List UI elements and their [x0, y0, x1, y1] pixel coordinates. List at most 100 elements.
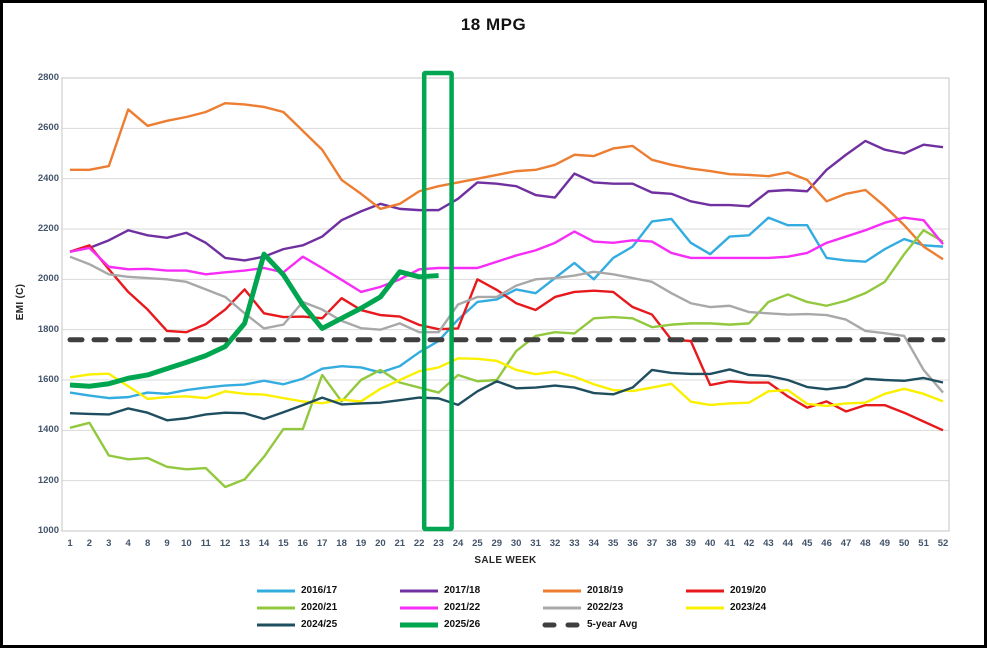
x-tick-label: 1 — [67, 538, 73, 549]
legend-label: 2022/23 — [587, 602, 624, 613]
x-tick-label: 17 — [316, 538, 328, 549]
x-tick-label: 19 — [355, 538, 367, 549]
legend-item-2019-20: 2019/20 — [685, 582, 766, 599]
legend-item-2020-21: 2020/21 — [256, 599, 337, 616]
chart-legend: 2016/17 2017/18 2018/19 2019/20 2020/21 2021/… — [256, 582, 956, 638]
x-tick-label: 13 — [239, 538, 250, 549]
x-tick-label: 18 — [336, 538, 347, 549]
x-tick-label: 50 — [898, 538, 910, 549]
series-line-2022-23 — [69, 255, 944, 394]
legend-item-2023-24: 2023/24 — [685, 599, 766, 616]
x-tick-label: 46 — [821, 538, 832, 549]
legend-swatch-icon — [543, 589, 581, 592]
legend-swatch-icon — [543, 606, 581, 609]
x-tick-label: 42 — [743, 538, 755, 549]
legend-swatch-icon — [257, 589, 295, 592]
x-tick-label: 15 — [278, 538, 289, 549]
legend-item-2025-26: 2025/26 — [399, 616, 480, 633]
x-tick-label: 44 — [782, 538, 794, 549]
x-tick-label: 9 — [164, 538, 170, 549]
x-tick-label: 20 — [375, 538, 386, 549]
x-tick-label: 4 — [125, 538, 131, 549]
x-tick-label: 38 — [666, 538, 677, 549]
legend-label: 2017/18 — [444, 585, 481, 596]
x-tick-label: 36 — [627, 538, 638, 549]
x-tick-label: 34 — [588, 538, 600, 549]
x-tick-label: 49 — [879, 538, 891, 549]
legend-item-2024-25: 2024/25 — [256, 616, 337, 633]
x-tick-label: 12 — [219, 538, 231, 549]
x-tick-label: 16 — [297, 538, 309, 549]
x-tick-label: 33 — [569, 538, 580, 549]
legend-swatch-icon — [542, 622, 582, 627]
legend-swatch-icon — [686, 606, 724, 609]
y-tick-label: 2200 — [37, 223, 59, 234]
x-tick-label: 48 — [860, 538, 871, 549]
legend-swatch-icon — [400, 606, 438, 609]
x-tick-label: 21 — [394, 538, 406, 549]
legend-label: 2021/22 — [444, 602, 481, 613]
legend-item-2016-17: 2016/17 — [256, 582, 337, 599]
x-tick-label: 41 — [724, 538, 735, 549]
y-tick-label: 2000 — [37, 273, 59, 285]
y-tick-label: 1400 — [37, 424, 59, 436]
legend-swatch-icon — [257, 606, 295, 609]
plot-border — [61, 77, 950, 532]
legend-label: 2018/19 — [587, 585, 624, 596]
y-tick-label: 2800 — [37, 72, 59, 83]
legend-swatch-icon — [686, 589, 724, 592]
series-line-2018-19 — [70, 101, 944, 261]
series-line-2021-22 — [69, 216, 944, 294]
legend-item-2017-18: 2017/18 — [399, 582, 480, 599]
x-tick-label: 23 — [433, 538, 444, 549]
y-tick-label: 1000 — [37, 525, 59, 536]
x-tick-label: 3 — [106, 538, 112, 549]
legend-swatch-icon — [400, 589, 438, 592]
legend-item-2018-19: 2018/19 — [542, 582, 623, 599]
legend-item-2022-23: 2022/23 — [542, 599, 623, 616]
series-line-2017-18 — [69, 139, 944, 262]
x-tick-label: 47 — [840, 538, 852, 549]
legend-label: 5-year Avg — [587, 619, 638, 630]
highlight-box — [421, 70, 454, 532]
legend-item-2021-22: 2021/22 — [399, 599, 480, 616]
legend-label: 2023/24 — [730, 602, 767, 613]
x-tick-label: 39 — [685, 538, 697, 549]
legend-label: 2019/20 — [730, 585, 767, 596]
legend-label: 2025/26 — [444, 619, 481, 630]
x-tick-label: 29 — [491, 538, 503, 549]
x-tick-label: 25 — [472, 538, 483, 549]
series-line-2019-20 — [69, 244, 944, 432]
x-tick-label: 24 — [452, 538, 464, 549]
series-line-2023-24 — [69, 357, 944, 408]
series-line-2025-26 — [69, 251, 439, 389]
series-line-2024-25 — [69, 368, 944, 422]
x-tick-label: 31 — [530, 538, 541, 549]
x-tick-label: 40 — [704, 538, 716, 549]
x-tick-label: 32 — [549, 538, 561, 549]
legend-label: 2024/25 — [301, 619, 338, 630]
x-tick-label: 51 — [918, 538, 929, 549]
x-tick-label: 10 — [181, 538, 192, 549]
legend-swatch-icon — [400, 622, 438, 627]
x-tick-label: 52 — [937, 538, 949, 549]
x-tick-label: 45 — [801, 538, 813, 549]
series-line-2016-17 — [69, 216, 944, 400]
chart-title: 18 MPG — [460, 15, 527, 34]
x-tick-label: 22 — [413, 538, 425, 549]
legend-label: 2016/17 — [301, 585, 338, 596]
legend-swatch-icon — [257, 623, 295, 626]
plot-area — [61, 70, 950, 532]
x-tick-label: 8 — [144, 538, 151, 549]
y-tick-label: 1200 — [37, 474, 59, 486]
x-tick-label: 14 — [258, 538, 270, 549]
x-tick-label: 43 — [763, 538, 774, 549]
x-tick-label: 37 — [646, 538, 658, 549]
y-tick-label: 1800 — [37, 323, 59, 335]
x-tick-label: 35 — [607, 538, 619, 549]
legend-label: 2020/21 — [301, 602, 338, 613]
x-axis-title: SALE WEEK — [474, 555, 537, 566]
y-tick-label: 2400 — [37, 172, 59, 184]
x-tick-label: 2 — [86, 538, 93, 549]
